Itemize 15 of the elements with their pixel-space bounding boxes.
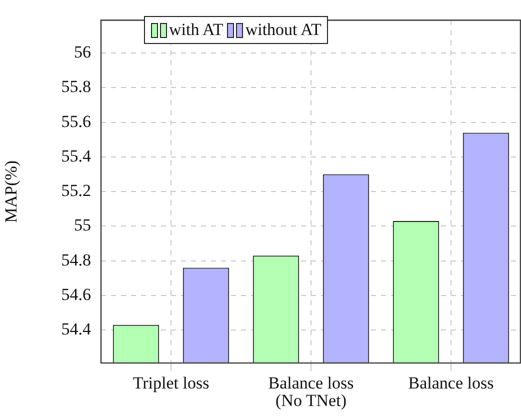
legend-label: with AT bbox=[169, 20, 224, 40]
y-tick-label: 55.2 bbox=[61, 181, 91, 200]
y-tick-label: 55 bbox=[74, 216, 91, 235]
y-axis-title: MAP(%) bbox=[2, 160, 21, 223]
y-tick-label: 55.8 bbox=[61, 77, 91, 96]
x-tick-label: Balance loss (No TNet) bbox=[268, 373, 354, 410]
y-tick-label: 54.8 bbox=[61, 250, 91, 270]
y-tick-label: 55.6 bbox=[61, 112, 91, 131]
y-tick-label: 54.6 bbox=[61, 284, 91, 304]
y-tick-label: 54.4 bbox=[61, 320, 92, 339]
x-tick-label: Triplet loss bbox=[132, 373, 210, 392]
y-tick-label: 56 bbox=[74, 42, 91, 62]
y-tick-label: 55.4 bbox=[61, 146, 92, 166]
legend-label: without AT bbox=[245, 20, 322, 40]
x-tick-label: Balance loss bbox=[408, 373, 494, 392]
